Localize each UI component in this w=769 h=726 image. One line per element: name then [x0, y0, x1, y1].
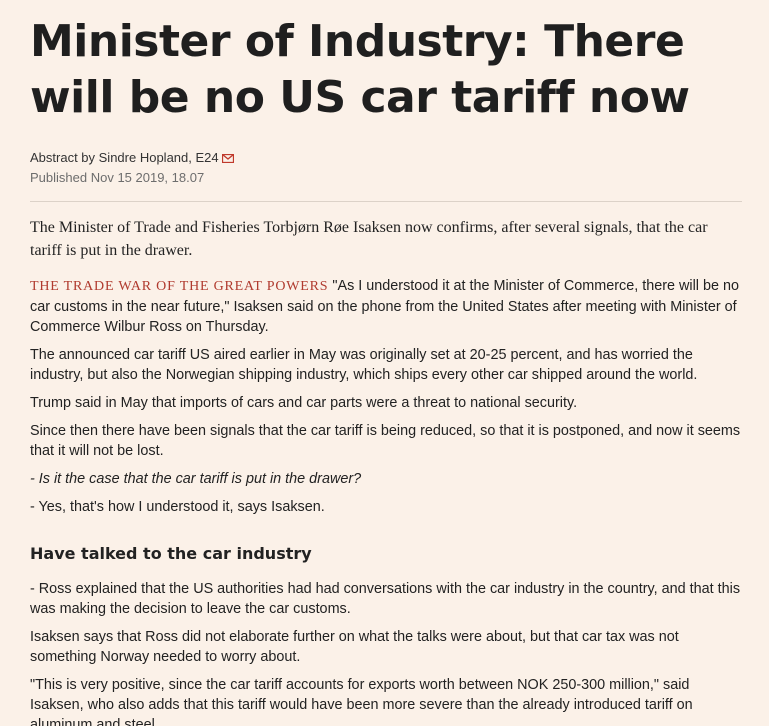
paragraph: "This is very positive, since the car ta…	[30, 677, 693, 726]
byline-text: Abstract by Sindre Hopland, E24	[30, 150, 219, 165]
divider	[30, 201, 742, 202]
interview-answer: - Yes, that's how I understood it, says …	[30, 499, 325, 515]
mail-icon[interactable]	[221, 149, 234, 168]
paragraph-text: "As I understood it at the Minister of C…	[30, 278, 740, 335]
paragraph: Since then there have been signals that …	[30, 423, 741, 459]
byline: Abstract by Sindre Hopland, E24	[30, 148, 742, 168]
paragraph: The announced car tariff US aired earlie…	[30, 347, 698, 383]
interview-question: - Is it the case that the car tariff is …	[30, 471, 362, 487]
paragraph: The trade war of the great powers "As I u…	[30, 276, 742, 337]
paragraph: Isaksen says that Ross did not elaborate…	[30, 629, 679, 665]
paragraph: - Ross explained that the US authorities…	[30, 581, 741, 617]
section-heading: Have talked to the car industry	[30, 544, 312, 563]
published-date: Published Nov 15 2019, 18.07	[30, 170, 205, 185]
article-title: Minister of Industry: There will be no U…	[30, 16, 690, 123]
paragraph: Trump said in May that imports of cars a…	[30, 395, 578, 411]
article-lead: The Minister of Trade and Fisheries Torb…	[30, 219, 708, 259]
section-kicker[interactable]: The trade war of the great powers	[30, 279, 329, 294]
